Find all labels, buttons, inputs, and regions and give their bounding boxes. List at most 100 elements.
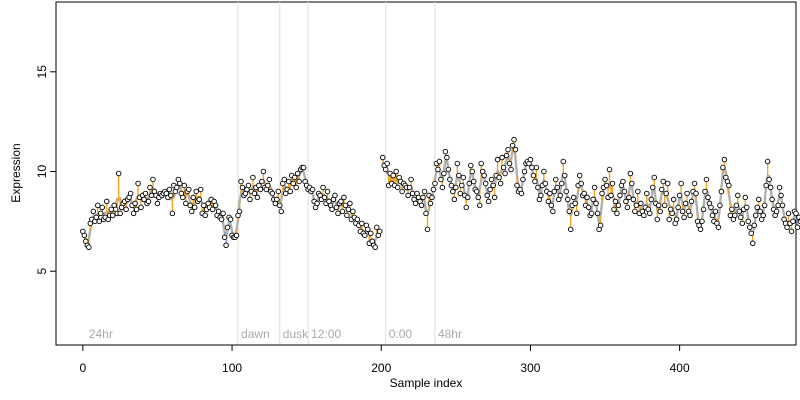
data-point (591, 184, 598, 191)
data-point (494, 156, 501, 163)
data-point (314, 200, 320, 207)
data-point (647, 210, 653, 217)
data-point (193, 188, 199, 195)
data-point (168, 192, 174, 199)
data-point (738, 214, 744, 221)
data-point (687, 212, 693, 219)
data-point (761, 202, 768, 209)
data-point (223, 242, 229, 249)
data-point (368, 230, 374, 237)
data-point (300, 164, 307, 171)
x-axis-label: Sample index (390, 376, 463, 390)
data-point (754, 204, 760, 211)
data-point (421, 188, 428, 195)
data-point (775, 202, 781, 209)
data-point (654, 216, 661, 223)
data-point (127, 190, 134, 197)
data-point (627, 170, 634, 177)
data-point (487, 186, 493, 193)
data-point (196, 196, 202, 203)
data-point (266, 176, 273, 183)
data-point (209, 206, 216, 213)
data-point (309, 186, 316, 193)
data-point (608, 192, 614, 199)
data-point (221, 234, 228, 241)
data-point (451, 196, 458, 203)
data-point (475, 194, 481, 201)
data-point (408, 176, 414, 183)
data-point (585, 204, 592, 211)
data-point (453, 184, 459, 191)
data-point (436, 158, 443, 165)
data-point (183, 200, 189, 207)
data-point (626, 194, 632, 201)
data-point (793, 210, 799, 217)
time-marker-labels: 24hr dawn dusk 12:00 0:00 48hr (89, 327, 462, 341)
data-point (661, 202, 668, 209)
data-point (294, 170, 301, 177)
data-point (259, 178, 265, 185)
data-points (80, 136, 800, 251)
data-point (757, 208, 763, 215)
data-point (715, 224, 722, 231)
data-point (202, 212, 208, 219)
data-point (95, 202, 101, 209)
data-point (682, 200, 689, 207)
data-point (681, 214, 687, 221)
data-point (688, 198, 695, 205)
data-point (478, 160, 484, 167)
data-point (554, 184, 561, 191)
data-point (679, 208, 686, 215)
data-point (655, 202, 662, 209)
data-point (752, 212, 759, 219)
data-point (703, 176, 710, 183)
data-point (729, 206, 735, 213)
data-point (778, 192, 784, 199)
data-point (265, 182, 271, 189)
data-point (250, 174, 256, 181)
data-point (709, 212, 716, 219)
data-point (236, 208, 243, 215)
data-point (588, 210, 595, 217)
data-point (509, 142, 516, 149)
data-point (291, 174, 298, 181)
data-point (581, 190, 587, 197)
data-point (257, 186, 264, 193)
data-point (779, 202, 786, 209)
data-point (606, 166, 613, 173)
data-point (215, 208, 222, 215)
data-point (218, 216, 225, 223)
data-point (648, 196, 655, 203)
data-point (260, 168, 267, 175)
data-point (497, 180, 504, 187)
data-point (447, 176, 453, 183)
data-point (617, 192, 623, 199)
data-point (733, 202, 740, 209)
data-point (609, 180, 616, 187)
data-point (457, 190, 464, 197)
data-point (470, 178, 477, 185)
data-point (123, 206, 129, 213)
data-point (220, 210, 226, 217)
data-point (590, 196, 596, 203)
data-point (550, 208, 556, 215)
data-point (559, 180, 565, 187)
data-point (700, 206, 707, 213)
data-point (278, 208, 285, 215)
data-point (708, 204, 714, 211)
data-point (135, 180, 141, 187)
data-point (189, 208, 195, 215)
data-point (180, 194, 186, 201)
data-point (245, 182, 252, 189)
data-point (742, 194, 749, 201)
data-point (545, 198, 552, 205)
data-point (394, 184, 401, 191)
data-point (564, 196, 571, 203)
x-axis: 0 100 200 300 400 (80, 344, 690, 375)
data-point (763, 182, 769, 189)
data-point (324, 188, 331, 195)
data-point (456, 172, 462, 179)
data-point (638, 200, 644, 207)
data-point (514, 182, 520, 189)
